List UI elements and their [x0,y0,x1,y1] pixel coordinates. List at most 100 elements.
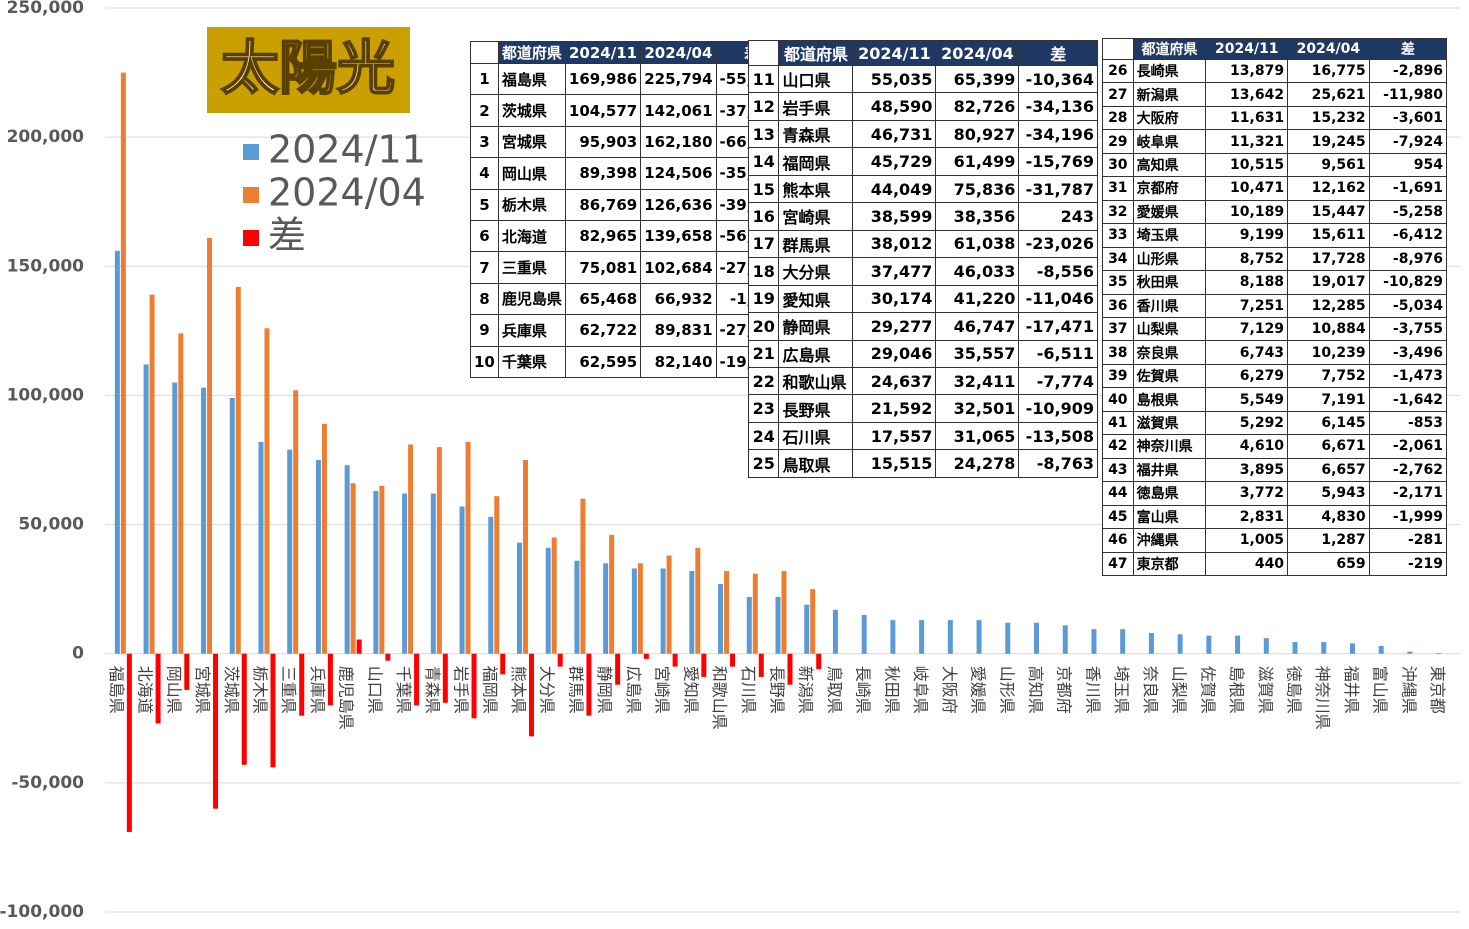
number-cell: 24,637 [852,366,937,396]
number-cell: 440 [1205,551,1289,577]
table-row: 11 山口県 55,035 65,399 -10,364 [747,64,1098,94]
number-cell: 1,287 [1287,528,1370,553]
table-row: 37 山梨県 7,129 10,884 -3,755 [1102,316,1448,342]
rank-cell: 17 [747,229,780,259]
x-tick-label: 千葉県 [394,666,413,714]
header-cell [747,40,780,66]
table-row: 15 熊本県 44,049 75,836 -31,787 [747,174,1098,204]
bar [643,653,649,659]
number-cell: 44,049 [852,174,937,204]
y-tick-label: 0 [72,644,84,664]
name-cell: 山梨県 [1132,316,1207,342]
x-tick-label: 福岡県 [480,666,499,714]
table-row: 29 岐阜県 11,321 19,245 -7,924 [1102,129,1448,154]
bar [500,653,506,675]
number-cell: -17,471 [1018,312,1098,341]
number-cell: -1,691 [1368,176,1448,201]
legend-swatch [243,187,259,203]
number-cell: -3,601 [1368,105,1448,131]
number-cell: -853 [1368,410,1448,436]
number-cell: -1,642 [1368,387,1448,412]
x-tick-label: 福島県 [107,666,126,714]
header-cell [470,41,499,64]
table-row: 46 沖縄県 1,005 1,287 -281 [1102,528,1448,553]
bar [609,534,615,654]
name-cell: 徳島県 [1132,481,1207,506]
number-cell: 7,129 [1205,316,1289,342]
bar [143,364,149,654]
bar [758,653,764,677]
bar [752,573,758,654]
x-tick-label: 福井県 [1342,666,1361,714]
table-row: 25 鳥取県 15,515 24,278 -8,763 [747,449,1098,478]
number-cell: 31,065 [935,421,1020,451]
rank-cell: 25 [747,449,780,478]
bar [213,653,219,809]
number-cell: 126,636 [640,188,717,221]
x-tick-label: 広島県 [624,666,643,714]
x-tick-label: 秋田県 [882,666,901,714]
bar [781,571,787,654]
bar [1263,638,1269,654]
number-cell: 17,728 [1287,246,1370,272]
rank-cell: 2 [470,94,499,127]
table-row: 22 和歌山県 24,637 32,411 -7,774 [747,366,1098,396]
number-cell: 1,005 [1205,528,1289,553]
x-tick-label: 和歌山県 [710,666,729,730]
bar [775,596,781,654]
bar [207,237,213,654]
x-tick-label: 奈良県 [1141,666,1160,714]
legend-swatch [243,230,259,246]
bar [373,490,379,654]
name-cell: 新潟県 [1132,82,1207,107]
bar [522,460,528,654]
bar [574,560,580,654]
rank-cell: 30 [1102,152,1134,178]
bar [1120,629,1126,654]
header-cell: 2024/11 [1205,38,1289,60]
bar [270,653,276,768]
number-cell: 17,557 [852,421,937,451]
table-row: 21 広島県 29,046 35,557 -6,511 [747,339,1098,368]
number-cell: 45,729 [852,147,937,176]
number-cell: 82,965 [564,219,642,253]
name-cell: 和歌山県 [778,366,854,396]
chart-title: 太陽光 [221,34,395,102]
number-cell: 162,180 [640,125,717,159]
bar [149,294,155,654]
number-cell: 37,477 [852,257,937,286]
rank-cell: 33 [1102,223,1134,248]
number-cell: 5,292 [1205,410,1289,436]
data-table: 都道府県2024/112024/04差1福島県169,986225,794-55… [470,41,788,379]
number-cell: 55,035 [852,64,937,94]
legend-label: 2024/11 [268,128,426,172]
rank-cell: 19 [747,284,780,314]
header-cell: 2024/04 [1287,38,1370,60]
x-tick-label: 青森県 [423,666,442,714]
x-tick-label: 神奈川県 [1313,666,1332,730]
name-cell: 岡山県 [497,157,566,190]
name-cell: 三重県 [497,251,566,284]
number-cell: 38,012 [852,229,937,259]
table-row: 23 長野県 21,592 32,501 -10,909 [747,394,1098,423]
rank-cell: 20 [747,312,780,341]
x-tick-label: 栃木県 [250,666,269,714]
bar [746,596,752,654]
table-row: 26 長崎県 13,879 16,775 -2,896 [1102,58,1448,84]
bar [120,72,126,654]
number-cell: -3,755 [1368,316,1448,342]
number-cell: -7,924 [1368,129,1448,154]
name-cell: 山形県 [1132,246,1207,272]
x-tick-label: 大分県 [538,666,557,714]
x-tick-label: 埼玉県 [1112,666,1131,714]
table-row: 31 京都府 10,471 12,162 -1,691 [1102,176,1448,201]
name-cell: 兵庫県 [497,314,566,347]
x-tick-label: 徳島県 [1285,666,1304,714]
table-row: 42 神奈川県 4,610 6,671 -2,061 [1102,434,1448,459]
name-cell: 東京都 [1132,551,1207,577]
